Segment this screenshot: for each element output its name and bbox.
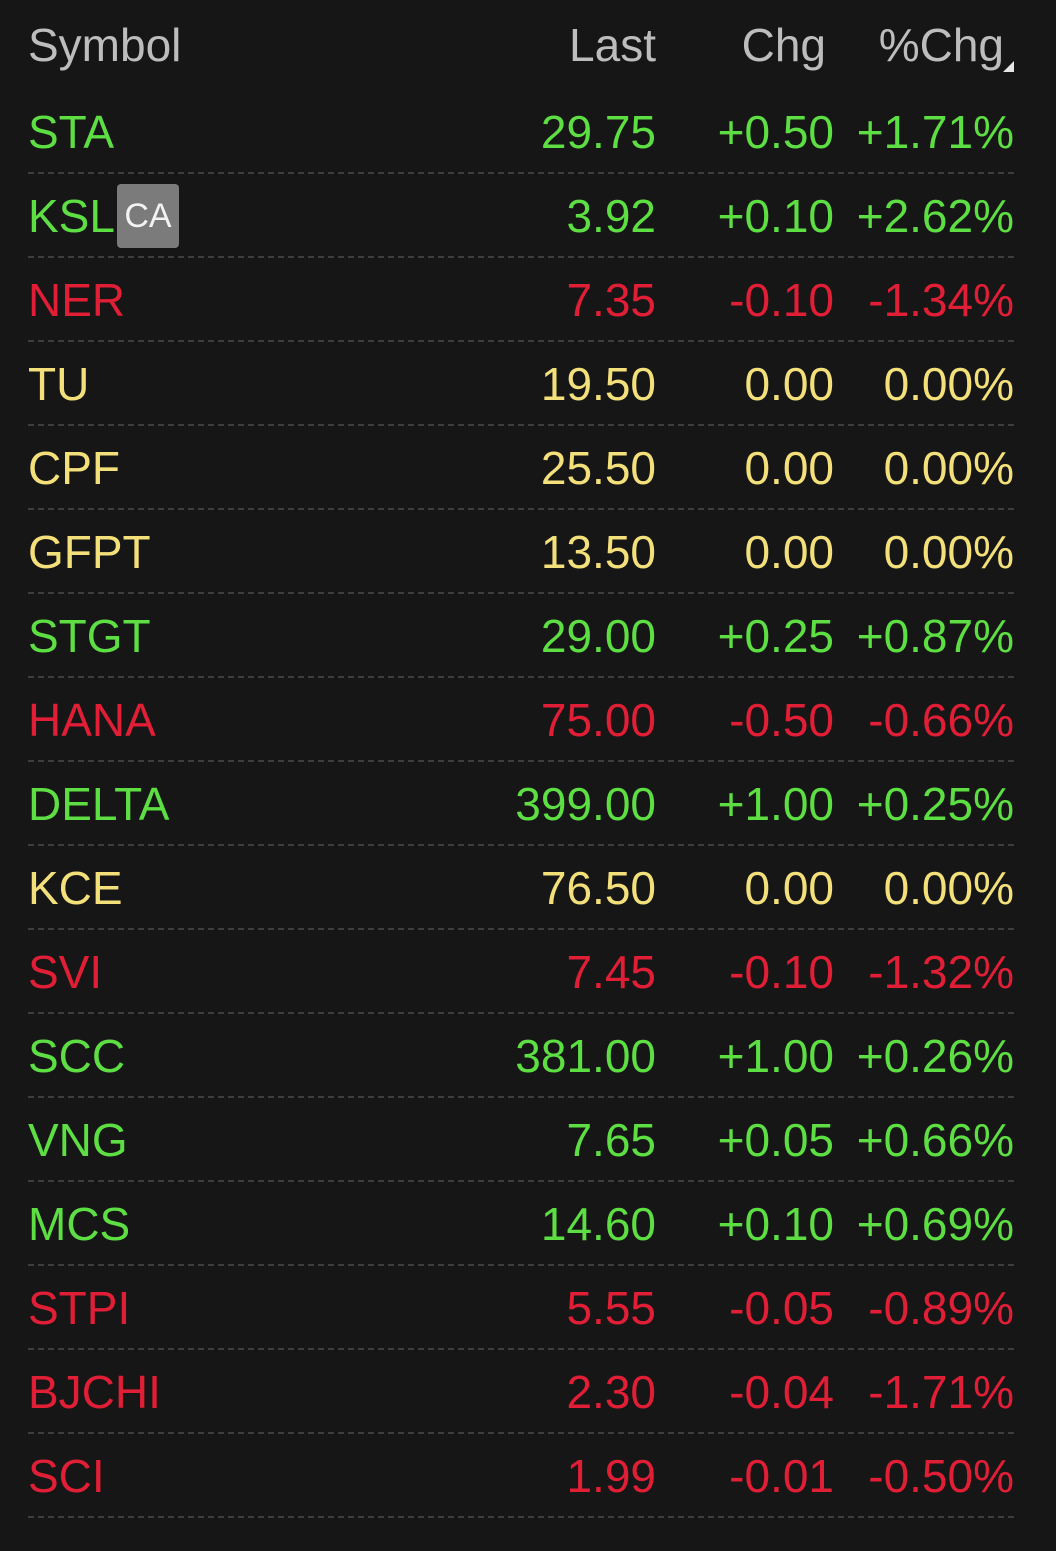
- symbol-cell: HANA: [28, 694, 156, 746]
- symbol-cell: STA: [28, 106, 115, 158]
- last-price-cell: 19.50: [540, 358, 656, 410]
- table-row[interactable]: STGT 29.00 +0.25 +0.87%: [0, 594, 1056, 678]
- symbol-cell: SVI: [28, 946, 103, 998]
- percent-change-cell: -0.50%: [868, 1450, 1014, 1502]
- change-cell: 0.00: [744, 862, 834, 914]
- table-row[interactable]: STA 29.75 +0.50 +1.71%: [0, 90, 1056, 174]
- change-cell: -0.10: [729, 274, 834, 326]
- change-cell: 0.00: [744, 442, 834, 494]
- last-column-header[interactable]: Last: [569, 19, 656, 71]
- corporate-action-badge[interactable]: CA: [117, 184, 179, 248]
- watchlist-header: Symbol Last Chg %Chg: [0, 0, 1056, 90]
- last-price-cell: 1.99: [566, 1450, 656, 1502]
- table-row[interactable]: DELTA 399.00 +1.00 +0.25%: [0, 762, 1056, 846]
- change-cell: +0.50: [717, 106, 834, 158]
- table-row[interactable]: MCS 14.60 +0.10 +0.69%: [0, 1182, 1056, 1266]
- percent-change-cell: 0.00%: [883, 526, 1014, 578]
- last-price-cell: 7.45: [566, 946, 656, 998]
- table-row[interactable]: CPF 25.50 0.00 0.00%: [0, 426, 1056, 510]
- last-price-cell: 29.00: [540, 610, 656, 662]
- last-price-cell: 25.50: [540, 442, 656, 494]
- change-cell: -0.50: [729, 694, 834, 746]
- percent-change-cell: +0.26%: [856, 1030, 1014, 1082]
- change-cell: +1.00: [717, 778, 834, 830]
- table-row[interactable]: VNG 7.65 +0.05 +0.66%: [0, 1098, 1056, 1182]
- symbol-cell: KSL: [28, 190, 115, 242]
- table-row[interactable]: GFPT 13.50 0.00 0.00%: [0, 510, 1056, 594]
- table-row[interactable]: KSL 3.92 +0.10 +2.62% CA: [0, 174, 1056, 258]
- table-row[interactable]: NER 7.35 -0.10 -1.34%: [0, 258, 1056, 342]
- change-cell: -0.05: [729, 1282, 834, 1334]
- symbol-cell: BJCHI: [28, 1366, 161, 1418]
- last-price-cell: 7.65: [566, 1114, 656, 1166]
- change-cell: -0.10: [729, 946, 834, 998]
- percent-change-cell: -1.32%: [868, 946, 1014, 998]
- symbol-column-header[interactable]: Symbol: [28, 19, 182, 71]
- change-column-header[interactable]: Chg: [741, 19, 826, 71]
- percent-change-cell: +2.62%: [856, 190, 1014, 242]
- symbol-cell: VNG: [28, 1114, 128, 1166]
- percent-change-column-header[interactable]: %Chg: [878, 19, 1004, 71]
- symbol-cell: CPF: [28, 442, 120, 494]
- last-price-cell: 2.30: [566, 1366, 656, 1418]
- table-row[interactable]: KCE 76.50 0.00 0.00%: [0, 846, 1056, 930]
- percent-change-cell: +0.66%: [856, 1114, 1014, 1166]
- percent-change-cell: +0.25%: [856, 778, 1014, 830]
- sort-indicator-icon: [1003, 61, 1014, 72]
- change-cell: +0.25: [717, 610, 834, 662]
- percent-change-cell: -0.66%: [868, 694, 1014, 746]
- change-cell: -0.04: [729, 1366, 834, 1418]
- symbol-cell: STPI: [28, 1282, 131, 1334]
- change-cell: +1.00: [717, 1030, 834, 1082]
- table-row[interactable]: TU 19.50 0.00 0.00%: [0, 342, 1056, 426]
- last-price-cell: 5.55: [566, 1282, 656, 1334]
- symbol-cell: NER: [28, 274, 126, 326]
- change-cell: 0.00: [744, 358, 834, 410]
- symbol-cell: GFPT: [28, 526, 151, 578]
- last-price-cell: 75.00: [540, 694, 656, 746]
- change-cell: +0.10: [717, 1198, 834, 1250]
- symbol-cell: MCS: [28, 1198, 131, 1250]
- symbol-cell: SCI: [28, 1450, 105, 1502]
- percent-change-cell: 0.00%: [883, 442, 1014, 494]
- last-price-cell: 29.75: [540, 106, 656, 158]
- last-price-cell: 381.00: [515, 1030, 656, 1082]
- change-cell: +0.10: [717, 190, 834, 242]
- watchlist-table: STA 29.75 +0.50 +1.71% KSL 3.92 +0.10 +2.62% CA N…: [0, 90, 1056, 1518]
- table-row[interactable]: SVI 7.45 -0.10 -1.32%: [0, 930, 1056, 1014]
- table-row[interactable]: SCC 381.00 +1.00 +0.26%: [0, 1014, 1056, 1098]
- last-price-cell: 13.50: [540, 526, 656, 578]
- last-price-cell: 14.60: [540, 1198, 656, 1250]
- percent-change-cell: 0.00%: [883, 862, 1014, 914]
- table-row[interactable]: HANA 75.00 -0.50 -0.66%: [0, 678, 1056, 762]
- percent-change-cell: -0.89%: [868, 1282, 1014, 1334]
- last-price-cell: 76.50: [540, 862, 656, 914]
- percent-change-cell: 0.00%: [883, 358, 1014, 410]
- last-price-cell: 7.35: [566, 274, 656, 326]
- change-cell: -0.01: [729, 1450, 834, 1502]
- symbol-cell: STGT: [28, 610, 151, 662]
- table-row[interactable]: STPI 5.55 -0.05 -0.89%: [0, 1266, 1056, 1350]
- change-cell: +0.05: [717, 1114, 834, 1166]
- symbol-cell: KCE: [28, 862, 123, 914]
- last-price-cell: 399.00: [515, 778, 656, 830]
- percent-change-cell: -1.71%: [868, 1366, 1014, 1418]
- percent-change-cell: -1.34%: [868, 274, 1014, 326]
- table-row[interactable]: BJCHI 2.30 -0.04 -1.71%: [0, 1350, 1056, 1434]
- percent-change-cell: +0.87%: [856, 610, 1014, 662]
- last-price-cell: 3.92: [566, 190, 656, 242]
- symbol-cell: DELTA: [28, 778, 170, 830]
- symbol-cell: SCC: [28, 1030, 126, 1082]
- percent-change-cell: +0.69%: [856, 1198, 1014, 1250]
- percent-change-cell: +1.71%: [856, 106, 1014, 158]
- symbol-cell: TU: [28, 358, 90, 410]
- change-cell: 0.00: [744, 526, 834, 578]
- table-row[interactable]: SCI 1.99 -0.01 -0.50%: [0, 1434, 1056, 1518]
